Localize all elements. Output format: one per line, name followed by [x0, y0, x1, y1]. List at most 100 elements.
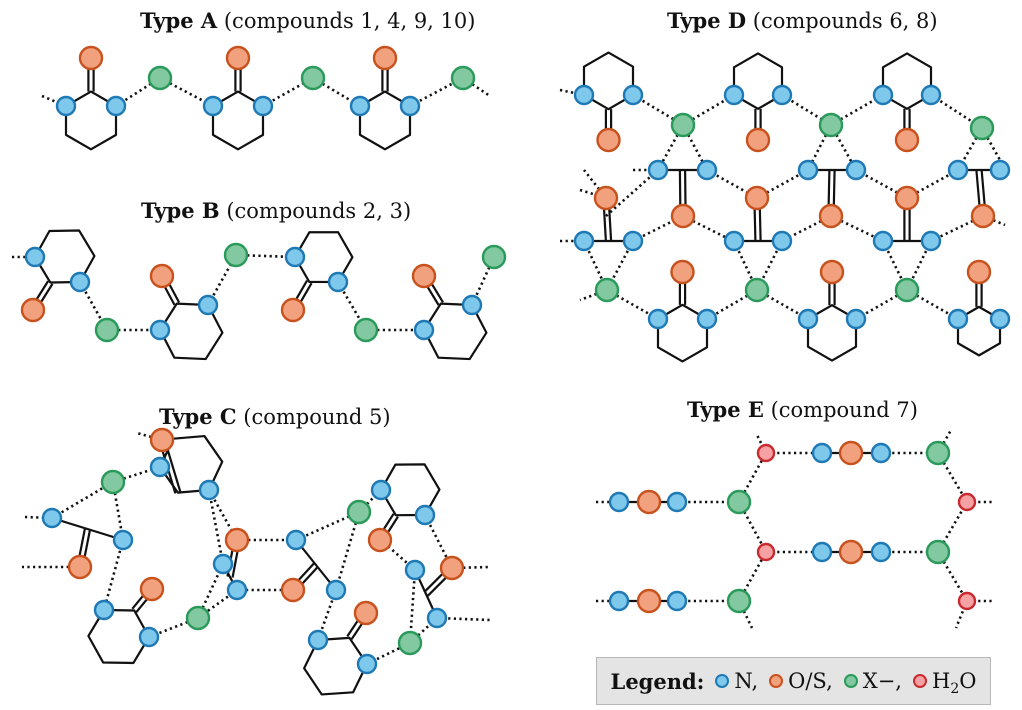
legend-h2o-dot — [912, 674, 927, 688]
hydrogen-bond — [936, 551, 969, 602]
nitrogen-atom — [399, 95, 421, 117]
nitrogen-atom — [149, 319, 171, 341]
hydrogen-bond — [196, 563, 225, 619]
legend-n-dot — [715, 674, 730, 688]
oxygen-sulfur-atom — [593, 185, 619, 211]
water-molecule — [756, 443, 776, 463]
hydrogen-bond — [423, 514, 454, 569]
anion-atom — [726, 588, 752, 614]
hydrogen-bond — [632, 93, 684, 127]
nitrogen-atom — [198, 479, 220, 501]
nitrogen-atom — [920, 84, 942, 106]
legend-n-label: N, — [734, 669, 759, 693]
anion-atom — [925, 440, 951, 466]
nitrogen-atom — [797, 308, 819, 330]
nitrogen-atom — [870, 541, 892, 563]
nitrogen-atom — [947, 159, 969, 181]
nitrogen-atom — [608, 491, 630, 513]
hydrogen-bond — [408, 569, 417, 644]
hydrogen-bond — [579, 288, 608, 302]
nitrogen-atom — [573, 230, 595, 252]
nitrogen-atom — [608, 590, 630, 612]
nitrogen-atom — [622, 230, 644, 252]
nitrogen-atom — [920, 230, 942, 252]
oxygen-sulfur-atom — [838, 440, 864, 466]
hydrogen-bond — [207, 489, 239, 541]
nitrogen-atom — [771, 230, 793, 252]
nitrogen-atom — [622, 84, 644, 106]
hydrogen-bond — [830, 93, 884, 127]
anion-atom — [450, 65, 476, 91]
panel-e-title: Type E (compound 7) — [687, 397, 918, 422]
oxygen-sulfur-atom — [970, 203, 996, 229]
nitrogen-atom — [55, 95, 77, 117]
anion-atom — [147, 65, 173, 91]
panel-c-title: Type C (compound 5) — [159, 404, 391, 429]
legend-os-label: O/S, — [788, 669, 833, 693]
oxygen-sulfur-atom — [636, 489, 662, 515]
oxygen-sulfur-atom — [744, 185, 770, 211]
legend-box: Legend: N, O/S, X−, H2O — [596, 657, 991, 705]
oxygen-sulfur-atom — [894, 127, 920, 153]
panel-d-compounds: (compounds 6, 8) — [752, 9, 938, 33]
oxygen-sulfur-atom — [745, 127, 771, 153]
nitrogen-atom — [872, 230, 894, 252]
hydrogen-bond — [559, 88, 585, 97]
hydrogen-bond — [159, 76, 214, 108]
nitrogen-atom — [212, 553, 234, 575]
hydrogen-bond — [936, 429, 953, 454]
atom-layer — [20, 45, 1011, 675]
nitrogen-atom — [252, 95, 274, 117]
hydrogen-bond — [605, 169, 659, 217]
anion-atom — [94, 317, 120, 343]
nitrogen-atom — [696, 159, 718, 181]
legend-x-dot — [843, 674, 858, 688]
panel-e-compounds: (compound 7) — [770, 398, 918, 422]
nitrogen-atom — [461, 294, 483, 316]
nitrogen-atom — [811, 442, 833, 464]
oxygen-sulfur-atom — [439, 555, 465, 581]
hydrogen-bond — [207, 489, 225, 565]
hydrogen-bond — [136, 431, 163, 442]
nitrogen-atom — [647, 308, 669, 330]
hydrogen-bond — [855, 288, 908, 321]
oxygen-sulfur-atom — [367, 527, 393, 553]
hydrogen-bond — [756, 168, 809, 200]
nitrogen-atom — [69, 271, 91, 293]
legend-title: Legend: — [610, 668, 705, 694]
water-molecule — [957, 492, 977, 512]
oxygen-sulfur-atom — [838, 539, 864, 565]
anion-atom — [223, 242, 249, 268]
anion-atom — [346, 499, 372, 525]
oxygen-sulfur-atom — [596, 127, 621, 153]
nitrogen-atom — [696, 308, 718, 330]
oxygen-sulfur-atom — [966, 259, 992, 285]
oxygen-sulfur-atom — [670, 203, 696, 229]
hydrogen-bond — [51, 480, 114, 520]
nitrogen-atom — [349, 95, 371, 117]
bond-layer — [29, 51, 1002, 696]
nitrogen-atom — [197, 294, 219, 316]
hydrogen-bond — [409, 76, 464, 108]
oxygen-sulfur-atom — [818, 203, 844, 229]
nitrogen-atom — [41, 507, 63, 529]
nitrogen-atom — [356, 653, 378, 675]
nitrogen-atom — [307, 629, 329, 651]
hydrogen-bond — [41, 94, 67, 108]
oxygen-sulfur-atom — [670, 259, 695, 285]
anion-atom — [481, 244, 507, 270]
anion-atom — [397, 630, 423, 656]
hydrogen-bond — [781, 93, 832, 127]
hydrogen-bond — [706, 288, 758, 321]
oxygen-sulfur-atom — [411, 263, 437, 289]
nitrogen-atom — [226, 579, 248, 601]
hydrogen-bond — [235, 253, 296, 259]
legend-h2o-o: O — [959, 669, 977, 693]
panel-c-compounds: (compound 5) — [243, 405, 391, 429]
nitrogen-atom — [989, 308, 1011, 330]
anion-atom — [925, 539, 951, 565]
nitrogen-atom — [327, 271, 349, 293]
hydrogen-bond — [954, 600, 969, 629]
nitrogen-atom — [845, 159, 867, 181]
